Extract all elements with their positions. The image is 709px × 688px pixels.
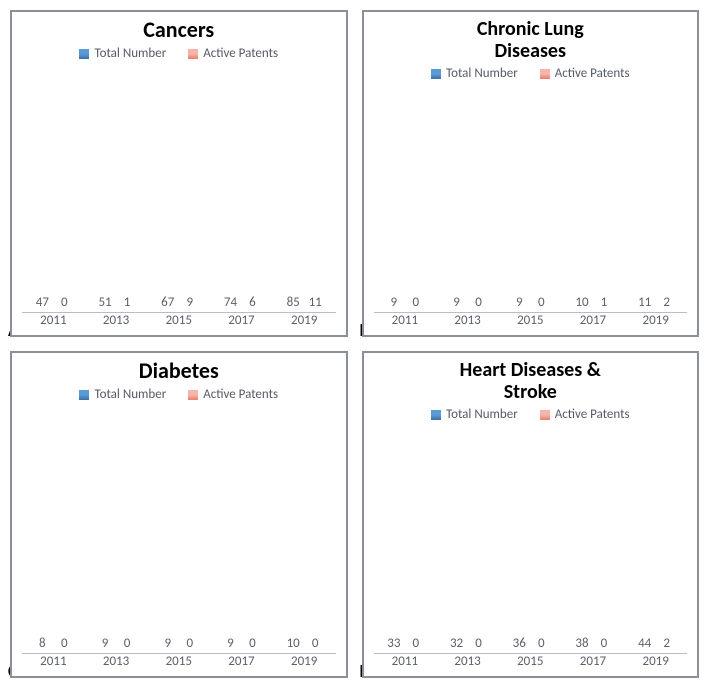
bar-value: 44	[638, 636, 651, 651]
legend-label: Total Number	[446, 407, 518, 422]
bar-value: 11	[638, 295, 651, 310]
bar-value: 74	[224, 295, 237, 310]
x-tick-label: 2015	[499, 654, 562, 669]
x-tick-label: 2011	[22, 313, 85, 328]
bar-value: 36	[513, 636, 526, 651]
legend-item-total: Total Number	[79, 387, 166, 402]
bar-value: 1	[124, 295, 131, 310]
bar-value: 10	[287, 636, 300, 651]
bar-value: 67	[161, 295, 174, 310]
x-tick-label: 2013	[85, 313, 148, 328]
bar-value: 9	[516, 295, 523, 310]
legend-item-total: Total Number	[79, 46, 166, 61]
legend: Total Number Active Patents	[18, 387, 340, 402]
plot-area: 47 0 51 1 67 9 74 6 85 11 20112013201520172019	[22, 67, 336, 335]
x-axis-labels: 20112013201520172019	[22, 654, 336, 676]
bar-value: 38	[575, 636, 588, 651]
x-tick-label: 2015	[147, 313, 210, 328]
x-tick-label: 2013	[85, 654, 148, 669]
x-tick-label: 2019	[273, 313, 336, 328]
bar-value: 2	[663, 295, 670, 310]
bar-value: 9	[391, 295, 398, 310]
bar-value: 0	[124, 636, 131, 651]
legend-label: Active Patents	[555, 66, 630, 81]
bar-value: 9	[186, 295, 193, 310]
bar-value: 0	[538, 636, 545, 651]
legend: Total Number Active Patents	[370, 66, 692, 81]
bar-value: 32	[450, 636, 463, 651]
x-tick-label: 2013	[436, 654, 499, 669]
bar-value: 10	[575, 295, 588, 310]
legend-label: Total Number	[94, 387, 166, 402]
panel-d: DHeart Diseases &StrokeTotal NumberActiv…	[362, 351, 700, 678]
bar-value: 0	[475, 295, 482, 310]
x-tick-label: 2015	[147, 654, 210, 669]
legend-item-active: Active Patents	[188, 387, 278, 402]
x-tick-label: 2017	[562, 313, 625, 328]
bar-value: 0	[249, 636, 256, 651]
bar-value: 0	[61, 295, 68, 310]
bar-value: 0	[475, 636, 482, 651]
plot-area: 33 0 32 0 36 0 38 0 44 2 20112013201520172019	[374, 428, 688, 676]
chart-title: Cancers	[18, 18, 340, 42]
legend-item-active: Active Patents	[540, 66, 630, 81]
x-tick-label: 2015	[499, 313, 562, 328]
panel-a: ACancersTotal NumberActive Patents470511…	[10, 10, 348, 337]
legend-item-total: Total Number	[431, 66, 518, 81]
x-tick-label: 2017	[562, 654, 625, 669]
x-tick-label: 2017	[210, 654, 273, 669]
x-tick-label: 2011	[374, 654, 437, 669]
x-tick-label: 2011	[374, 313, 437, 328]
chart-grid: ACancersTotal NumberActive Patents470511…	[10, 10, 699, 678]
legend: Total Number Active Patents	[18, 46, 340, 61]
bar-value: 6	[249, 295, 256, 310]
bar-value: 47	[36, 295, 49, 310]
legend-label: Total Number	[94, 46, 166, 61]
bar-value: 0	[312, 636, 319, 651]
x-axis-labels: 20112013201520172019	[374, 313, 688, 335]
bar-value: 11	[309, 295, 322, 310]
x-tick-label: 2019	[624, 313, 687, 328]
panel-b: BChronic LungDiseasesTotal NumberActive …	[362, 10, 700, 337]
legend-item-active: Active Patents	[188, 46, 278, 61]
bar-value: 9	[102, 636, 109, 651]
plot-area: 90909010111220112013201520172019	[374, 87, 688, 335]
bar-value: 9	[164, 636, 171, 651]
bar-value: 8	[39, 636, 46, 651]
bar-value: 0	[186, 636, 193, 651]
legend-item-active: Active Patents	[540, 407, 630, 422]
bar-value: 9	[453, 295, 460, 310]
bar-value: 9	[227, 636, 234, 651]
x-tick-label: 2013	[436, 313, 499, 328]
bar-value: 85	[287, 295, 300, 310]
bar-value: 0	[413, 295, 420, 310]
legend-label: Active Patents	[203, 46, 278, 61]
panel-c: CDiabetesTotal NumberActive Patents80909…	[10, 351, 348, 678]
bar-value: 1	[601, 295, 608, 310]
chart-title: Chronic LungDiseases	[370, 18, 692, 62]
bar-value: 51	[98, 295, 111, 310]
x-tick-label: 2017	[210, 313, 273, 328]
x-tick-label: 2019	[273, 654, 336, 669]
legend-item-total: Total Number	[431, 407, 518, 422]
legend-label: Active Patents	[555, 407, 630, 422]
legend: Total Number Active Patents	[370, 407, 692, 422]
x-tick-label: 2011	[22, 654, 85, 669]
chart-title: Heart Diseases &Stroke	[370, 359, 692, 403]
x-axis-labels: 20112013201520172019	[22, 313, 336, 335]
bar-value: 33	[387, 636, 400, 651]
x-axis-labels: 20112013201520172019	[374, 654, 688, 676]
bar-value: 0	[61, 636, 68, 651]
chart-title: Diabetes	[18, 359, 340, 383]
bar-value: 0	[538, 295, 545, 310]
x-tick-label: 2019	[624, 654, 687, 669]
bar-value: 2	[663, 636, 670, 651]
legend-label: Total Number	[446, 66, 518, 81]
legend-label: Active Patents	[203, 387, 278, 402]
bar-value: 0	[601, 636, 608, 651]
bar-value: 0	[413, 636, 420, 651]
plot-area: 8090909010020112013201520172019	[22, 408, 336, 676]
